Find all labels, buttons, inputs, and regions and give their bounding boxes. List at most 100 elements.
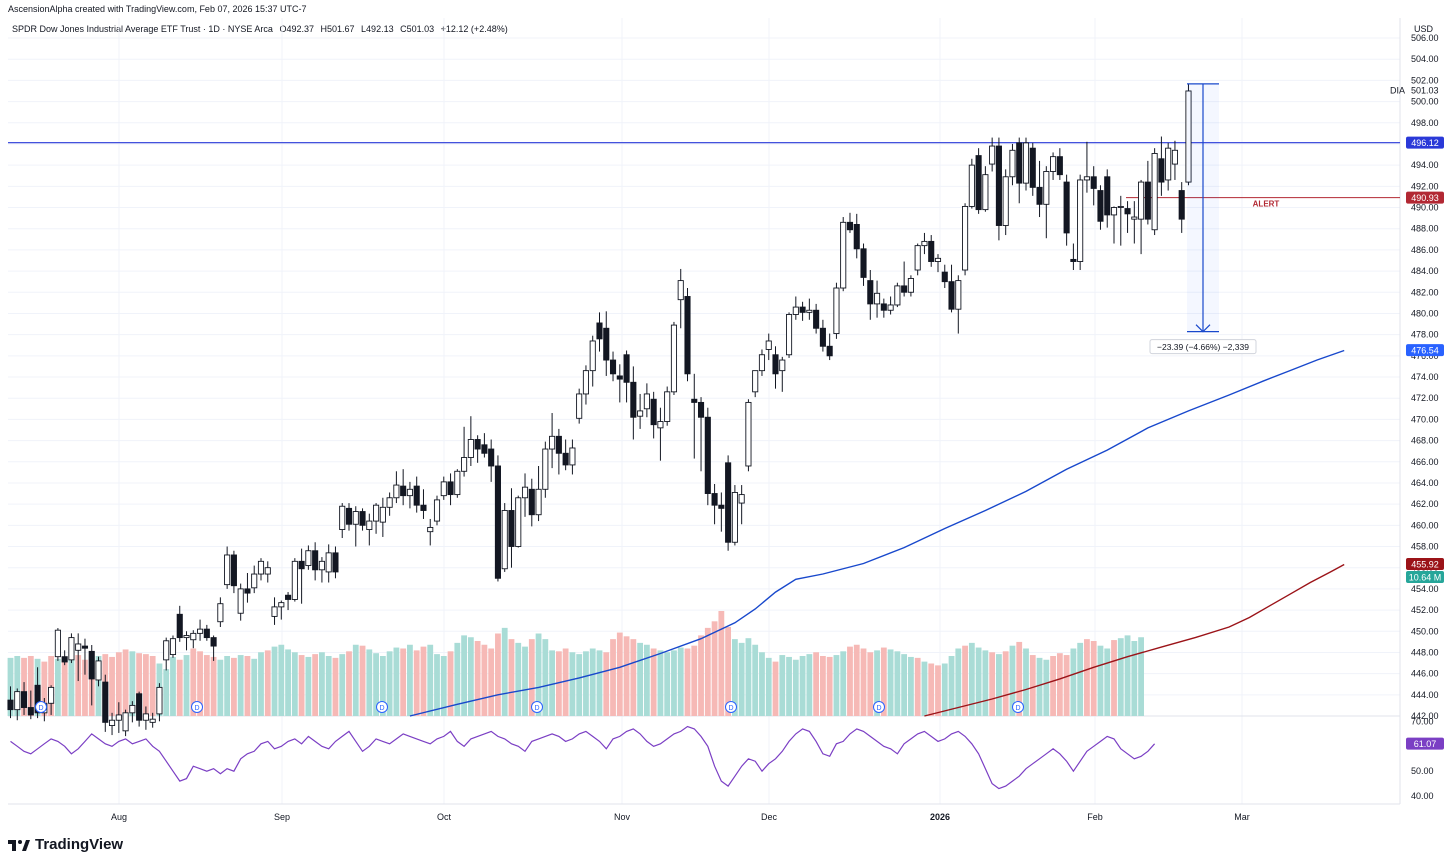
candle-body — [1090, 176, 1097, 189]
volume-bar — [359, 645, 366, 716]
dividend-marker-glyph-6: D — [1015, 705, 1020, 712]
resistance-price-badge-bg — [1406, 136, 1444, 149]
candle-body — [725, 462, 732, 543]
candle-body — [521, 486, 529, 499]
volume-bar — [603, 652, 610, 716]
price-axis[interactable]: 442.00 444.00 446.00 448.00 450.00 452.00 454.… — [35, 33, 1445, 801]
volume-bar — [163, 669, 170, 716]
candle-body — [420, 504, 427, 511]
volume-bar — [894, 651, 901, 716]
volume-bar — [82, 659, 88, 716]
volume-bar — [325, 656, 332, 716]
candle-body — [779, 359, 786, 372]
candle-body — [603, 327, 610, 361]
measure-tool[interactable]: −23.39 (−4.66%) −2,339 — [1149, 83, 1257, 355]
candle-body — [1016, 142, 1023, 184]
volume-bar — [623, 636, 630, 716]
candle-body — [108, 719, 116, 726]
volume-bar — [610, 639, 616, 716]
volume-bar — [555, 651, 562, 716]
moving-average-red — [924, 563, 1345, 717]
volume-bar — [731, 639, 738, 716]
ma-red-badge-bg — [1406, 558, 1444, 570]
candle-body — [792, 306, 799, 315]
volume-bar — [515, 642, 522, 716]
currency-label[interactable]: USD — [1414, 24, 1434, 34]
candle-body — [406, 488, 413, 497]
volume-bar — [366, 649, 373, 716]
candle-body — [637, 410, 644, 417]
candle-body — [609, 359, 617, 375]
candle-body — [102, 681, 109, 723]
time-tick-label-1: Sep — [274, 812, 290, 822]
volume-bar — [352, 644, 359, 716]
candle-body — [1144, 181, 1151, 220]
dividend-marker-glyph-2: D — [379, 705, 384, 712]
volume-bar — [237, 655, 244, 716]
candle-body — [887, 304, 894, 311]
volume-bar — [305, 656, 312, 716]
candle-body — [738, 494, 745, 504]
candle-body — [975, 155, 982, 211]
candle-body — [230, 554, 237, 587]
volume-bar — [840, 651, 847, 716]
rsi-badge-bg — [1406, 737, 1444, 750]
candle-body — [1124, 208, 1131, 215]
volume-bar — [244, 656, 251, 716]
volume-bar — [1063, 655, 1070, 716]
volume-bar — [400, 648, 407, 716]
volume-bar — [725, 626, 732, 716]
volume-bar — [989, 652, 996, 716]
candle-body — [197, 628, 204, 634]
volume-bar — [637, 642, 644, 716]
measure-label-box — [1149, 339, 1257, 355]
candle-body — [901, 285, 908, 293]
dividend-marker-0 — [35, 701, 47, 713]
measure-arrow-head — [1195, 324, 1211, 333]
volume-bar — [495, 633, 501, 716]
price-tick-label-21: 484.00 — [1411, 266, 1439, 276]
resistance-price-badge: 496.12 — [1411, 138, 1439, 148]
volume-bar — [711, 621, 718, 716]
time-axis[interactable]: Aug Sep Oct Nov Dec 2026 Feb Mar — [8, 803, 1400, 822]
legend-low: L492.13 — [361, 24, 394, 34]
dividend-marker-glyph-3: D — [534, 705, 539, 712]
volume-bar — [203, 655, 210, 716]
dividend-marker-glyph-4: D — [728, 705, 733, 712]
candle-body — [846, 221, 854, 231]
volume-bar — [867, 652, 874, 716]
volume-bar — [759, 652, 765, 716]
price-tick-label-1: 444.00 — [1411, 690, 1439, 700]
candle-body — [955, 280, 962, 310]
volume-bar — [14, 656, 21, 716]
volume-bar — [427, 644, 434, 716]
candle-body — [27, 707, 34, 716]
candle-body — [413, 485, 420, 506]
candle-body — [75, 643, 82, 651]
candle-body — [664, 391, 671, 422]
price-tick-label-5: 452.00 — [1411, 605, 1439, 615]
candle-body — [115, 714, 122, 721]
candle-body — [224, 554, 231, 586]
volume-bar — [535, 633, 542, 716]
price-tick-label-28: 498.00 — [1411, 118, 1439, 128]
price-tick-label-9: 460.00 — [1411, 520, 1439, 530]
volume-bar — [643, 644, 650, 716]
ma-blue-badge-bg — [1406, 344, 1444, 357]
candle-body — [772, 354, 779, 375]
candle-body — [650, 398, 657, 426]
candle-body — [718, 504, 725, 509]
volume-bar — [373, 653, 379, 716]
rsi-tick-label-1: 50.00 — [1411, 766, 1434, 776]
candle-body — [1165, 147, 1172, 181]
time-tick-label-2: Oct — [437, 812, 452, 822]
candle-body — [366, 520, 373, 531]
candle-body — [1097, 190, 1104, 222]
volume-bar — [542, 639, 549, 716]
tradingview-logo[interactable]: TradingView — [8, 836, 123, 853]
volume-bar — [1104, 648, 1111, 716]
volume-bar — [847, 646, 853, 716]
candle-body — [623, 354, 630, 383]
price-tick-label-15: 472.00 — [1411, 393, 1439, 403]
